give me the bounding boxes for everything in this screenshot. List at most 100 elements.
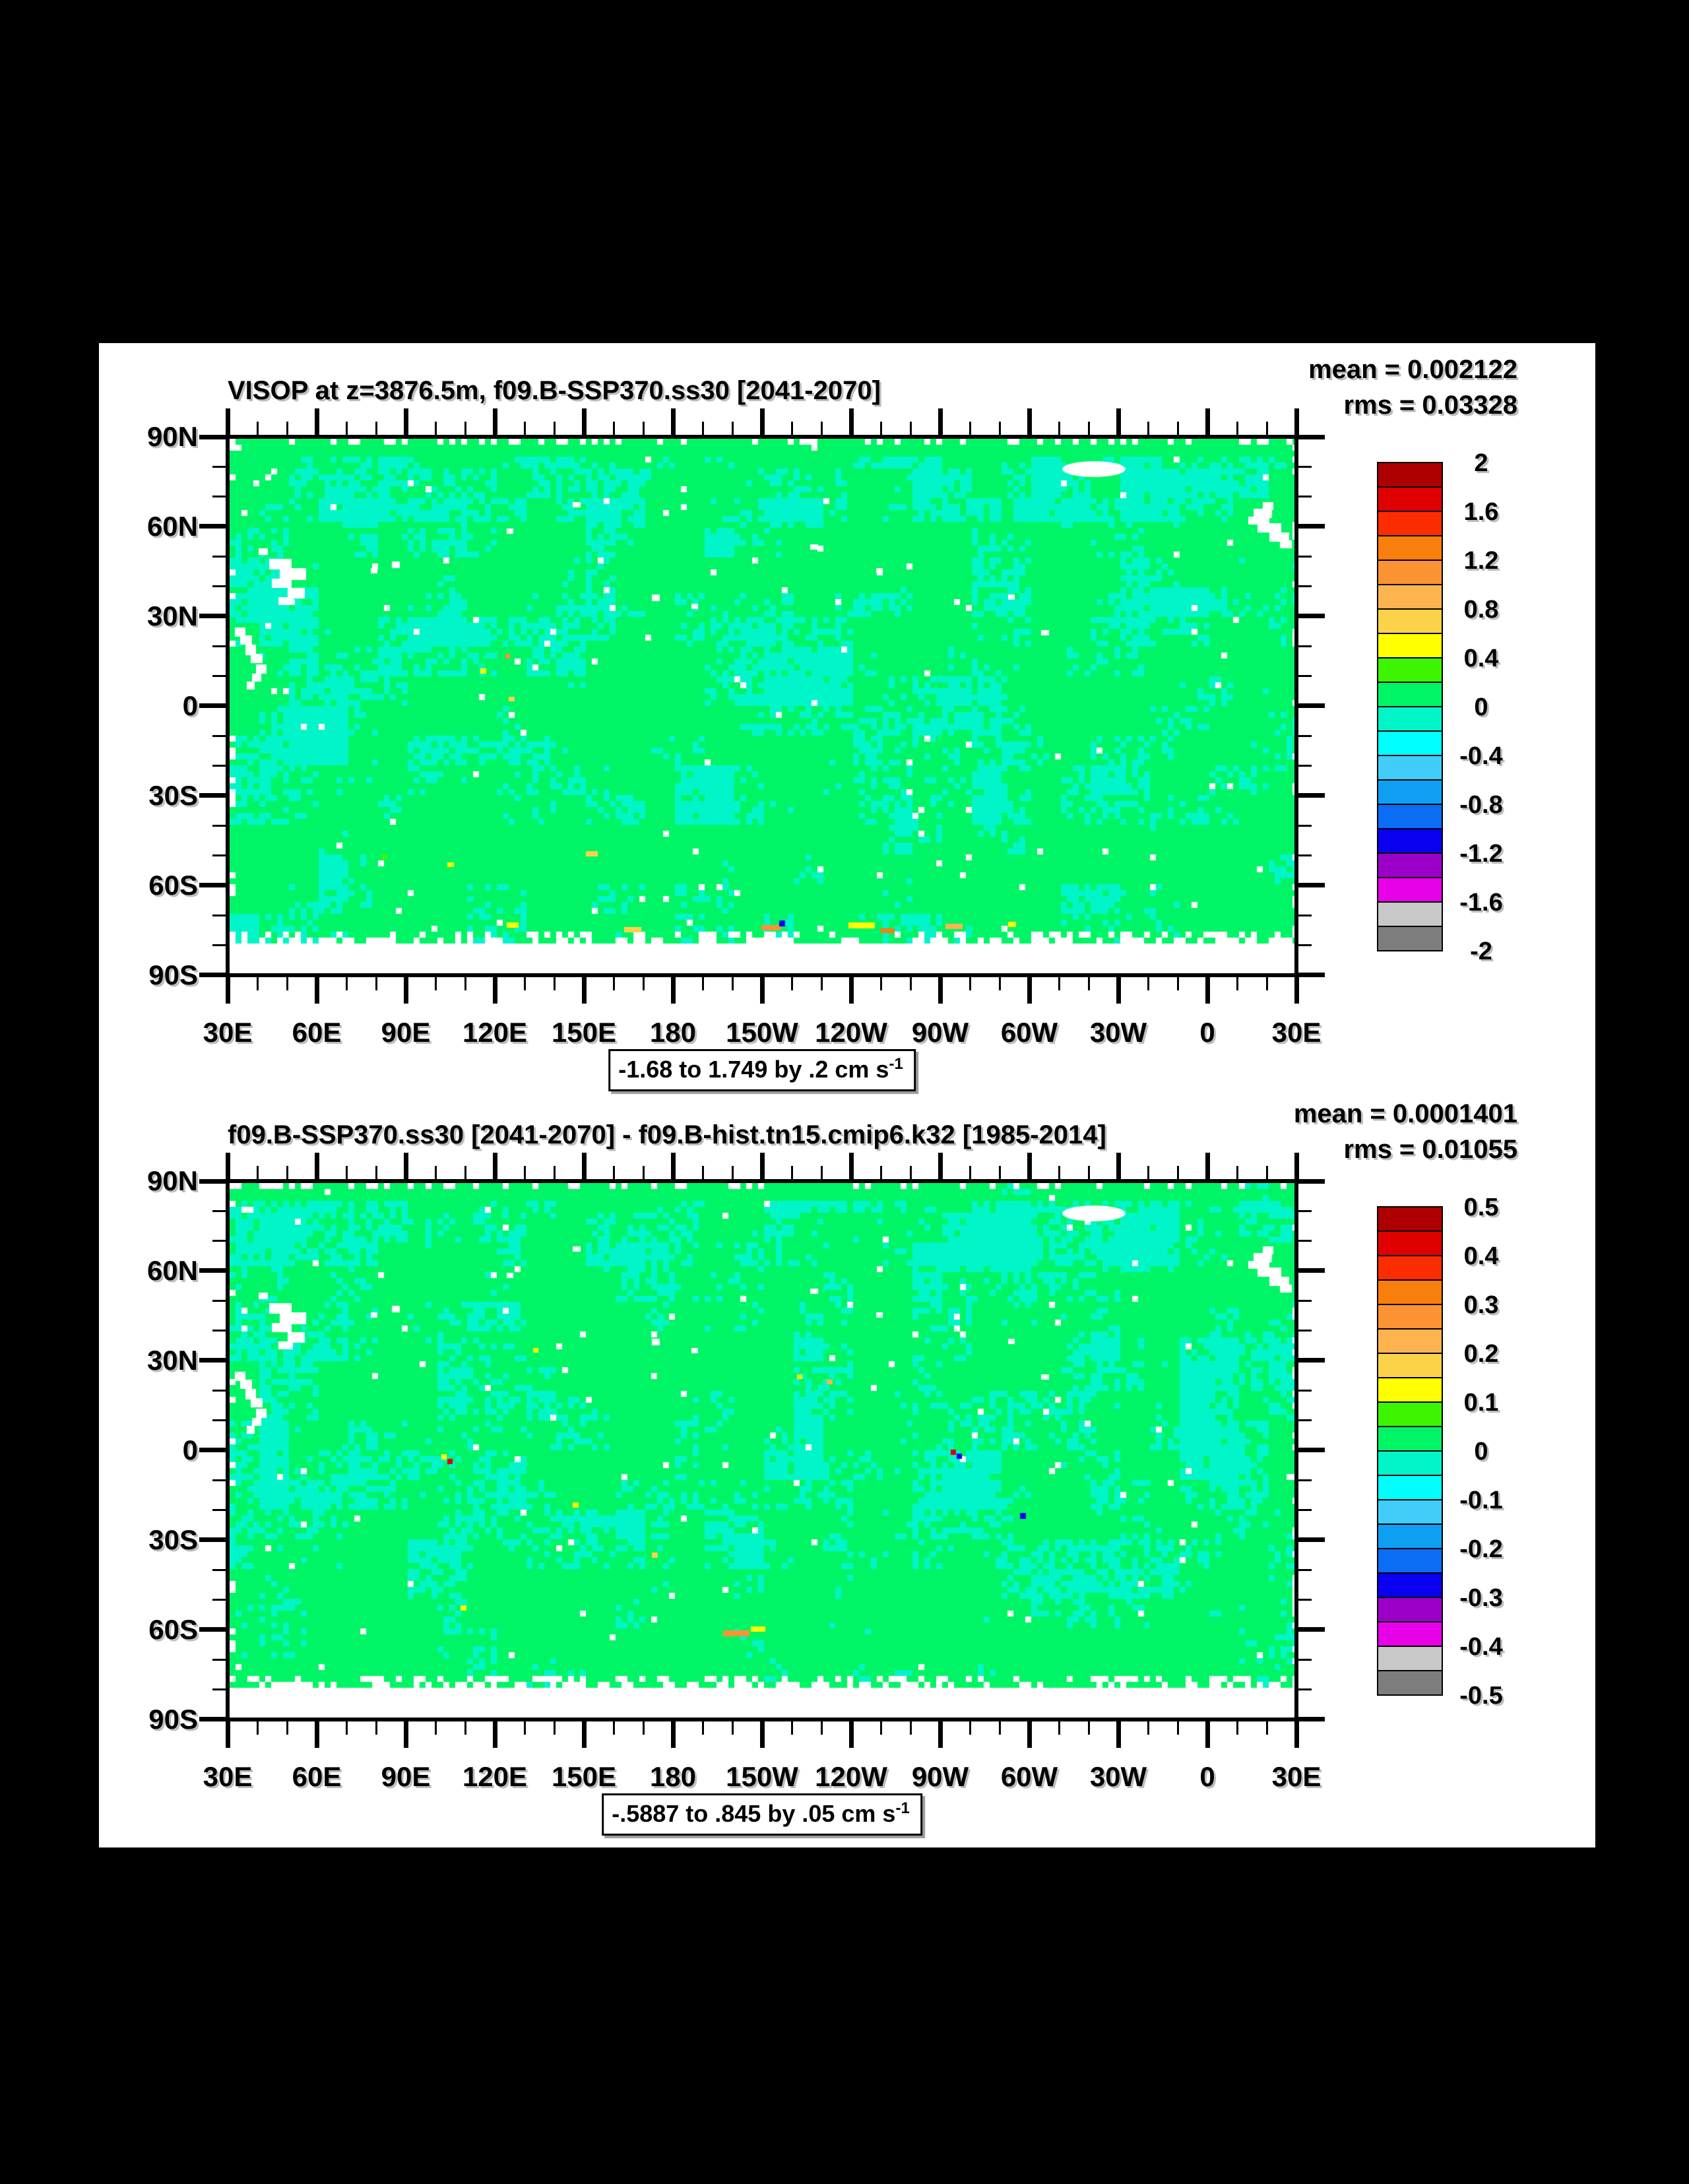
x-axis-tick [553, 1166, 556, 1179]
x-axis-label: 180 [649, 1761, 697, 1792]
y-axis-tick [212, 645, 226, 647]
x-axis-tick [581, 977, 587, 1004]
colorbar-box [1378, 1427, 1442, 1450]
x-axis-tick [879, 1166, 882, 1179]
x-axis-tick [731, 977, 734, 990]
x-axis-tick [909, 1721, 912, 1735]
panel2-map-canvas [230, 1183, 1294, 1718]
x-axis-tick [256, 1721, 259, 1735]
y-axis-tick [212, 675, 226, 678]
y-axis-tick [1298, 434, 1325, 439]
x-axis-label: 30W [1089, 1761, 1147, 1792]
x-axis-tick [1027, 408, 1032, 435]
x-axis-tick [642, 977, 645, 990]
colorbar-box [1378, 1671, 1442, 1694]
x-axis-tick [403, 1153, 408, 1179]
colorbar-box [1378, 536, 1442, 560]
colorbar-box [1378, 1281, 1442, 1304]
x-axis-tick [701, 422, 704, 435]
y-axis-tick [1298, 883, 1325, 888]
x-axis-label: 150E [551, 1017, 617, 1048]
colorbar-label: 0.3 [1463, 1291, 1499, 1319]
x-axis-tick [1205, 977, 1210, 1004]
y-axis-tick [199, 1627, 226, 1632]
y-axis-tick [1298, 824, 1312, 827]
colorbar-box [1378, 610, 1442, 633]
y-axis-tick [1298, 1627, 1325, 1632]
panel1-map-frame [226, 435, 1298, 977]
x-axis-tick [1205, 408, 1210, 435]
colorbar-box [1378, 707, 1442, 730]
colorbar-box [1378, 488, 1442, 511]
colorbar-box [1378, 1256, 1442, 1279]
panel1-stats: mean = 0.002122 rms = 0.03328 [1188, 352, 1517, 423]
y-axis-tick [1298, 1389, 1312, 1392]
y-axis-tick [212, 1240, 226, 1242]
x-axis-tick [701, 1721, 704, 1735]
x-axis-tick [523, 1166, 526, 1179]
x-axis-tick [969, 1721, 971, 1735]
x-axis-tick [820, 1721, 823, 1735]
y-axis-tick [212, 765, 226, 767]
x-axis-tick [1147, 1166, 1149, 1179]
x-axis-tick [375, 977, 377, 990]
panel1-range-caption: -1.68 to 1.749 by .2 cm s-1 [608, 1049, 916, 1091]
x-axis-label: 120W [815, 1761, 887, 1792]
colorbar-label: 0.4 [1463, 645, 1499, 672]
x-axis-tick [879, 422, 882, 435]
x-axis-tick [434, 1721, 437, 1735]
y-axis-tick [1298, 1479, 1312, 1481]
colorbar-label: -0.1 [1459, 1487, 1503, 1514]
y-axis-tick [212, 1688, 226, 1691]
x-axis-tick [1176, 422, 1179, 435]
x-axis-tick [464, 1721, 466, 1735]
x-axis-tick [1116, 1153, 1121, 1179]
y-axis-tick [1298, 614, 1325, 619]
y-axis-tick [1298, 1178, 1325, 1184]
y-axis-tick [1298, 854, 1312, 857]
colorbar-box [1378, 1232, 1442, 1255]
x-axis-tick [938, 1153, 943, 1179]
x-axis-tick [581, 1153, 587, 1179]
y-axis-tick [1298, 734, 1312, 737]
x-axis-tick [1265, 977, 1268, 990]
x-axis-tick [1176, 1166, 1179, 1179]
y-axis-tick [212, 1568, 226, 1571]
y-axis-tick [1298, 1568, 1312, 1571]
x-axis-tick [492, 1153, 497, 1179]
x-axis-tick [909, 422, 912, 435]
colorbar-label: -0.4 [1459, 742, 1503, 770]
colorbar-label: -0.8 [1459, 791, 1503, 819]
y-axis-tick [212, 1299, 226, 1302]
y-axis-tick [212, 1509, 226, 1512]
y-axis-tick [1298, 793, 1325, 798]
x-axis-tick [286, 977, 288, 990]
y-axis-label: 60N [146, 1255, 198, 1286]
x-axis-tick [938, 408, 943, 435]
colorbar-box [1378, 561, 1442, 584]
y-axis-tick [1298, 1330, 1312, 1332]
y-axis-tick [1298, 1299, 1312, 1302]
x-axis-tick [314, 1153, 319, 1179]
y-axis-tick [1298, 1688, 1312, 1691]
x-axis-tick [345, 1166, 348, 1179]
x-axis-label: 30W [1089, 1017, 1147, 1048]
colorbar-box [1378, 585, 1442, 608]
colorbar-box [1378, 1452, 1442, 1475]
colorbar-box [1378, 1207, 1442, 1231]
x-axis-tick [1027, 977, 1032, 1004]
x-axis-tick [403, 977, 408, 1004]
x-axis-label: 120E [462, 1761, 528, 1792]
colorbar-box [1378, 1476, 1442, 1499]
y-axis-tick [1298, 496, 1312, 498]
y-axis-tick [212, 1330, 226, 1332]
x-axis-tick [375, 1166, 377, 1179]
colorbar-box [1378, 1330, 1442, 1353]
colorbar-box [1378, 878, 1442, 901]
x-axis-tick [969, 422, 971, 435]
x-axis-tick [434, 422, 437, 435]
x-axis-tick [1147, 1721, 1149, 1735]
x-axis-tick [1236, 1166, 1238, 1179]
y-axis-label: 90N [146, 1165, 198, 1196]
x-axis-tick [345, 977, 348, 990]
